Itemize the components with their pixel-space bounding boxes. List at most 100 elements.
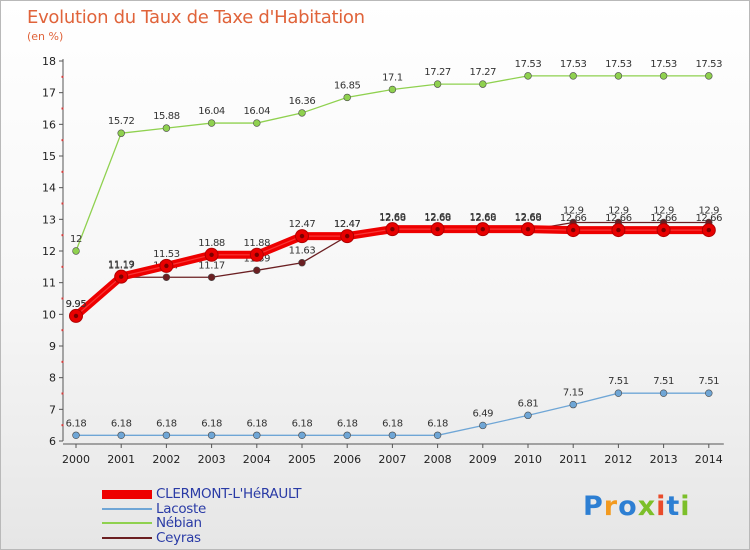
y-tick-label: 13 — [42, 213, 56, 226]
data-label: 17.53 — [515, 59, 542, 70]
y-tick-label: 10 — [42, 308, 56, 321]
data-point-core — [390, 226, 395, 232]
data-label: 16.85 — [334, 80, 361, 91]
series-n-bian: 12 15.72 15.88 16.04 16.04 16.36 16.85 17.1 17.2… — [70, 59, 723, 255]
data-point — [433, 431, 442, 439]
data-label: 16.36 — [289, 96, 316, 107]
data-label: 7.51 — [653, 376, 674, 387]
data-point-core — [164, 263, 169, 269]
x-tick-label: 2008 — [424, 453, 452, 466]
logo-letter: x — [637, 491, 657, 522]
data-point — [614, 72, 623, 80]
chart-unit-label: (en %) — [27, 30, 64, 43]
y-minor-tick — [61, 392, 64, 395]
y-tick-label: 8 — [49, 372, 56, 385]
data-point — [569, 72, 577, 80]
data-label: 11.88 — [243, 238, 270, 249]
y-tick-label: 7 — [49, 403, 56, 416]
x-tick-label: 2012 — [604, 453, 632, 466]
data-point — [253, 266, 261, 275]
y-tick-label: 16 — [42, 118, 56, 131]
x-tick-label: 2001 — [107, 453, 135, 466]
y-tick-label: 11 — [42, 277, 56, 290]
data-label: 12.47 — [334, 219, 361, 230]
data-label: 11.53 — [153, 249, 180, 260]
data-point — [659, 72, 668, 80]
y-tick-label: 18 — [42, 55, 56, 68]
proxiti-logo: Proxiti — [583, 491, 691, 522]
data-label: 15.88 — [153, 111, 180, 122]
y-minor-tick — [61, 202, 64, 205]
data-point — [298, 109, 306, 117]
data-point — [253, 119, 261, 127]
y-minor-tick — [61, 234, 64, 237]
logo-letter: o — [618, 491, 638, 522]
data-label: 11.63 — [289, 246, 316, 257]
y-tick-label: 15 — [42, 150, 56, 163]
data-label: 6.18 — [201, 418, 222, 429]
data-label: 6.18 — [246, 418, 267, 429]
y-minor-tick — [61, 424, 64, 427]
data-label: 17.53 — [560, 59, 587, 70]
data-point-core — [73, 313, 79, 319]
data-label: 12.66 — [695, 213, 722, 224]
data-label: 12.9 — [563, 206, 584, 217]
data-point-core — [616, 227, 621, 233]
legend-swatch — [102, 507, 152, 510]
data-point-core — [706, 227, 711, 233]
data-label: 12.47 — [334, 219, 361, 230]
data-point — [659, 389, 668, 397]
data-label: 11.88 — [198, 238, 225, 249]
x-tick-label: 2000 — [62, 453, 90, 466]
data-label: 6.18 — [382, 418, 403, 429]
data-label: 11.19 — [108, 260, 135, 271]
data-point — [162, 273, 171, 281]
data-point-core — [209, 252, 214, 257]
data-label: 12.66 — [379, 213, 406, 224]
data-label: 6.18 — [66, 418, 87, 429]
data-point — [162, 124, 171, 132]
data-point-core — [299, 233, 305, 239]
data-point — [253, 431, 261, 439]
legend-item: CLERMONT-L'HéRAULT — [102, 487, 302, 502]
data-point-core — [435, 226, 440, 232]
legend-item: Ceyras — [102, 531, 301, 546]
y-minor-tick — [61, 139, 64, 142]
data-label: 12.69 — [424, 212, 451, 223]
x-tick-label: 2005 — [288, 453, 316, 466]
data-label: 12 — [70, 234, 82, 245]
data-point — [117, 431, 125, 439]
series-line-highlight — [75, 228, 709, 317]
y-minor-tick — [61, 75, 64, 78]
logo-letter: r — [603, 491, 619, 522]
data-label: 16.04 — [243, 106, 270, 117]
data-point-core — [480, 226, 485, 232]
data-label: 12.66 — [560, 213, 587, 224]
data-label: 7.15 — [563, 388, 584, 399]
y-minor-tick — [61, 329, 64, 332]
x-tick-label: 2009 — [469, 453, 497, 466]
data-label: 9.95 — [66, 299, 87, 310]
data-label: 6.18 — [156, 418, 177, 429]
data-label: 17.53 — [695, 59, 722, 70]
data-point — [569, 400, 577, 409]
data-point — [298, 259, 306, 267]
chart-title: Evolution du Taux de Taxe d'Habitation — [27, 7, 365, 28]
data-point-core — [525, 226, 531, 232]
y-tick-label: 17 — [42, 87, 56, 100]
x-tick-label: 2007 — [378, 453, 406, 466]
data-point-core — [119, 274, 124, 279]
data-label: 12.66 — [469, 213, 496, 224]
data-label: 11.17 — [108, 260, 135, 271]
logo-letter: i — [680, 491, 691, 522]
y-minor-tick — [61, 360, 64, 363]
x-tick-label: 2011 — [559, 453, 587, 466]
y-tick-label: 14 — [42, 182, 56, 195]
chart-legend: CLERMONT-L'HéRAULT Lacoste Nébian Ceyras — [102, 487, 302, 546]
data-label: 6.49 — [472, 408, 493, 419]
data-label: 9.95 — [66, 299, 87, 310]
series-line — [73, 225, 709, 319]
legend-item: Nébian — [102, 516, 301, 531]
data-label: 17.27 — [424, 67, 451, 78]
data-point — [343, 431, 351, 439]
